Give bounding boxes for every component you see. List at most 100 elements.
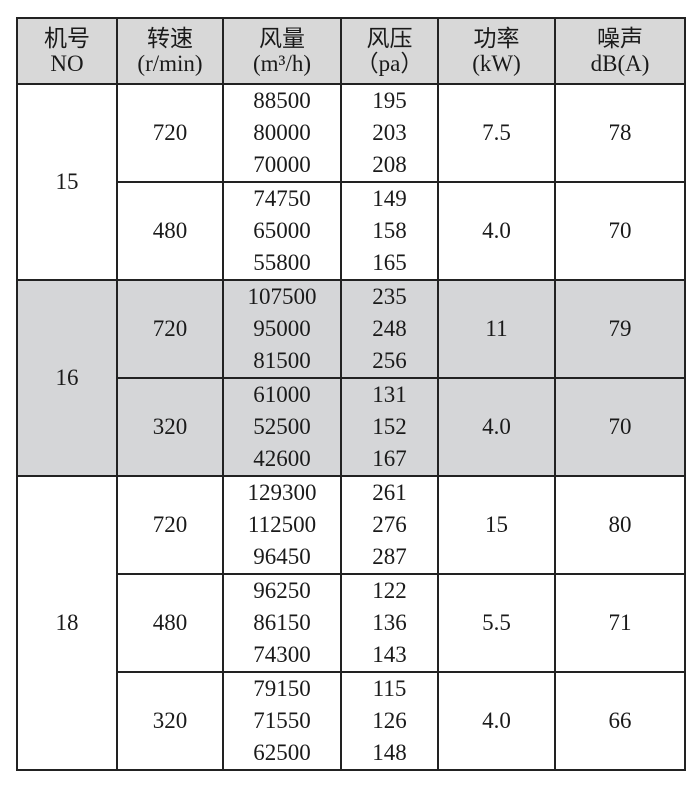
airflow-cell: 107500 95000 81500	[222, 279, 342, 379]
pressure-cell-value: 122	[372, 578, 407, 603]
airflow-cell-value: 65000	[253, 218, 311, 243]
airflow-cell: 88500 80000 70000	[222, 83, 342, 183]
pressure-cell: 131 152 167	[340, 377, 439, 477]
fan-spec-table: 机号 NO 转速 (r/min) 风量 (m³/h) 风压 （pa） 功率 (kW) 噪声 dB(A)…	[16, 17, 686, 771]
airflow-cell-value: 62500	[253, 740, 311, 765]
header-pressure: 风压 （pa）	[340, 17, 439, 85]
pressure-cell-value: 261	[372, 480, 407, 505]
pressure-cell-value: 276	[372, 512, 407, 537]
airflow-cell-value: 74750	[253, 186, 311, 211]
power-cell: 15	[437, 475, 556, 575]
pressure-cell: 122 136 143	[340, 573, 439, 673]
noise-cell: 70	[554, 181, 686, 281]
noise-cell: 71	[554, 573, 686, 673]
power-cell: 4.0	[437, 181, 556, 281]
airflow-cell: 74750 65000 55800	[222, 181, 342, 281]
header-speed: 转速 (r/min)	[116, 17, 224, 85]
pressure-cell-value: 148	[372, 740, 407, 765]
power-cell: 7.5	[437, 83, 556, 183]
header-unit: （pa）	[355, 51, 424, 76]
pressure-cell: 261 276 287	[340, 475, 439, 575]
header-unit: (kW)	[472, 51, 521, 76]
power-cell: 11	[437, 279, 556, 379]
header-unit: dB(A)	[590, 51, 650, 76]
noise-cell: 78	[554, 83, 686, 183]
airflow-cell-value: 52500	[253, 414, 311, 439]
noise-cell: 80	[554, 475, 686, 575]
airflow-cell: 79150 71550 62500	[222, 671, 342, 771]
noise-cell: 79	[554, 279, 686, 379]
header-unit: (m³/h)	[253, 51, 311, 76]
pressure-cell-value: 287	[372, 544, 407, 569]
table-row: 16 720 107500 95000 81500 235 248 256 11 79	[16, 279, 686, 477]
airflow-cell-value: 86150	[253, 610, 311, 635]
speed-cell: 720	[116, 83, 224, 183]
airflow-cell-value: 96250	[253, 578, 311, 603]
airflow-cell-value: 80000	[253, 120, 311, 145]
pressure-cell: 195 203 208	[340, 83, 439, 183]
pressure-cell-value: 126	[372, 708, 407, 733]
airflow-cell-value: 74300	[253, 642, 311, 667]
table-row: 18 720 129300 112500 96450 261 276 287 15 80	[16, 475, 686, 771]
airflow-cell-value: 70000	[253, 152, 311, 177]
table-row: 15 720 88500 80000 70000 195 203 208 7.5 78	[16, 83, 686, 281]
table-body: 15 720 88500 80000 70000 195 203 208 7.5 78 480 747…	[16, 83, 686, 771]
speed-cell: 320	[116, 377, 224, 477]
airflow-cell-value: 81500	[253, 348, 311, 373]
table-row: 320 79150 71550 62500 115 126 148 4.0 66	[17, 671, 686, 771]
pressure-cell-value: 149	[372, 186, 407, 211]
airflow-cell-value: 96450	[253, 544, 311, 569]
pressure-cell-value: 136	[372, 610, 407, 635]
table-row: 480 74750 65000 55800 149 158 165 4.0 70	[17, 181, 686, 281]
machine-no-cell: 15	[16, 83, 118, 281]
header-unit: (r/min)	[137, 51, 203, 76]
airflow-cell-value: 42600	[253, 446, 311, 471]
header-label: 机号	[44, 26, 90, 51]
airflow-cell: 61000 52500 42600	[222, 377, 342, 477]
pressure-cell-value: 143	[372, 642, 407, 667]
header-power: 功率 (kW)	[437, 17, 556, 85]
pressure-cell: 235 248 256	[340, 279, 439, 379]
airflow-cell: 96250 86150 74300	[222, 573, 342, 673]
noise-cell: 66	[554, 671, 686, 771]
pressure-cell: 115 126 148	[340, 671, 439, 771]
pressure-cell-value: 152	[372, 414, 407, 439]
pressure-cell: 149 158 165	[340, 181, 439, 281]
table-row: 320 61000 52500 42600 131 152 167 4.0 70	[17, 377, 686, 477]
pressure-cell-value: 203	[372, 120, 407, 145]
airflow-cell-value: 95000	[253, 316, 311, 341]
header-row: 机号 NO 转速 (r/min) 风量 (m³/h) 风压 （pa） 功率 (kW) 噪声 dB(A)	[16, 17, 686, 85]
airflow-cell-value: 88500	[253, 88, 311, 113]
airflow-cell-value: 107500	[247, 284, 317, 309]
speed-cell: 480	[116, 181, 224, 281]
header-unit: NO	[50, 51, 84, 76]
header-airflow: 风量 (m³/h)	[222, 17, 342, 85]
airflow-cell-value: 61000	[253, 382, 311, 407]
noise-cell: 70	[554, 377, 686, 477]
pressure-cell-value: 167	[372, 446, 407, 471]
header-label: 风量	[259, 26, 305, 51]
pressure-cell-value: 235	[372, 284, 407, 309]
pressure-cell-value: 165	[372, 250, 407, 275]
header-label: 转速	[147, 26, 193, 51]
header-noise: 噪声 dB(A)	[554, 17, 686, 85]
pressure-cell-value: 208	[372, 152, 407, 177]
speed-cell: 720	[116, 279, 224, 379]
airflow-cell-value: 71550	[253, 708, 311, 733]
header-label: 风压	[366, 26, 413, 51]
speed-cell: 320	[116, 671, 224, 771]
power-cell: 5.5	[437, 573, 556, 673]
speed-cell: 720	[116, 475, 224, 575]
airflow-cell: 129300 112500 96450	[222, 475, 342, 575]
header-label: 噪声	[597, 26, 643, 51]
pressure-cell-value: 256	[372, 348, 407, 373]
speed-cell: 480	[116, 573, 224, 673]
airflow-cell-value: 129300	[247, 480, 317, 505]
pressure-cell-value: 158	[372, 218, 407, 243]
pressure-cell-value: 195	[372, 88, 407, 113]
power-cell: 4.0	[437, 377, 556, 477]
table-row: 480 96250 86150 74300 122 136 143 5.5 71	[17, 573, 686, 673]
airflow-cell-value: 112500	[247, 512, 317, 537]
power-cell: 4.0	[437, 671, 556, 771]
airflow-cell-value: 55800	[253, 250, 311, 275]
